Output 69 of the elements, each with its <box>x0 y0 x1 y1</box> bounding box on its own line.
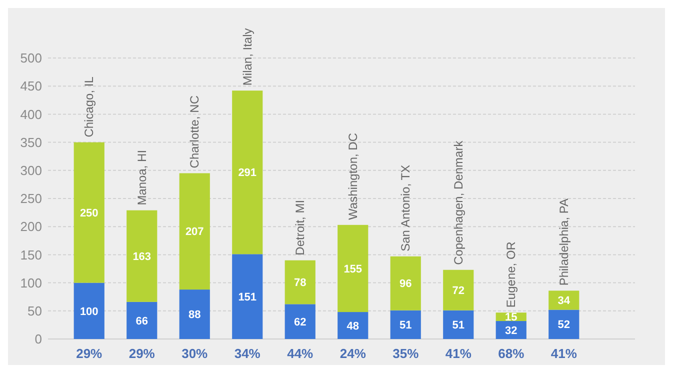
data-label: 72 <box>452 284 464 297</box>
data-label: 62 <box>294 316 306 328</box>
x-tick-label: Detroit, MI <box>293 200 308 256</box>
bar <box>284 304 316 339</box>
data-label: 48 <box>346 320 359 332</box>
y-tick-label: 300 <box>20 162 42 178</box>
y-tick-label: 400 <box>20 106 42 122</box>
data-label: 51 <box>452 320 464 332</box>
text: 30% <box>182 346 208 361</box>
y-tick-label: 500 <box>20 50 42 66</box>
text: 29% <box>128 346 156 361</box>
bar <box>443 270 474 310</box>
text: 41% <box>445 346 472 361</box>
x-tick-label: Copenhagen, Denmark <box>451 140 466 265</box>
data-label: 34 <box>558 295 571 308</box>
x-tick-label: Manoa, HI <box>134 150 149 206</box>
y-tick-label: 150 <box>20 247 42 262</box>
bar <box>232 254 263 339</box>
bar <box>390 256 421 310</box>
bar <box>179 290 210 339</box>
y-tick-label: 200 <box>20 219 42 234</box>
y-tick-label: 250 <box>20 191 42 206</box>
x-tick-label: Philadelphia, PA <box>556 198 571 286</box>
bar <box>338 224 368 312</box>
text: 24% <box>340 346 366 361</box>
data-label: 151 <box>238 291 257 304</box>
x-tick-label: Washington, DC <box>346 132 360 220</box>
y-tick-label: 50 <box>28 303 42 318</box>
x-tick-label: Eugene, OR <box>504 241 518 308</box>
data-label: 96 <box>400 278 412 290</box>
bar <box>390 310 421 339</box>
bar <box>232 90 263 254</box>
data-label: 78 <box>294 277 306 290</box>
x-tick-label: San Antonio, TX <box>398 164 413 252</box>
data-label: 51 <box>400 320 412 332</box>
data-label: 163 <box>132 250 152 263</box>
bar <box>548 310 580 339</box>
x-tick-label: Milan, Italy <box>240 28 254 86</box>
data-label: 155 <box>344 263 362 276</box>
y-tick-label: 0 <box>34 332 42 347</box>
data-label: 66 <box>136 315 148 328</box>
y-tick-label: 450 <box>20 78 42 94</box>
bar <box>548 290 580 310</box>
y-tick-label: 350 <box>20 134 42 150</box>
text: 35% <box>392 346 420 361</box>
data-label: 291 <box>238 167 257 180</box>
data-label: 32 <box>505 324 518 337</box>
text: 29% <box>76 346 103 361</box>
x-tick-label: Chicago, IL <box>82 76 96 138</box>
data-label: 100 <box>80 306 98 318</box>
data-label: 88 <box>188 309 201 322</box>
text: 41% <box>550 346 578 361</box>
bar <box>284 260 316 304</box>
bar <box>126 210 158 302</box>
bar <box>74 282 104 339</box>
bar <box>126 302 158 339</box>
bar <box>338 312 368 339</box>
data-label: 207 <box>185 226 204 238</box>
bar <box>179 173 210 290</box>
text: 68% <box>498 346 525 361</box>
text: 44% <box>287 346 314 361</box>
data-label: 250 <box>80 207 98 220</box>
bar <box>74 142 104 283</box>
x-tick-label: Charlotte, NC <box>188 95 202 168</box>
text: 34% <box>234 346 261 361</box>
data-label: 15 <box>505 312 518 324</box>
y-tick-label: 100 <box>20 275 42 290</box>
data-label: 52 <box>558 319 570 332</box>
bar <box>443 310 474 339</box>
